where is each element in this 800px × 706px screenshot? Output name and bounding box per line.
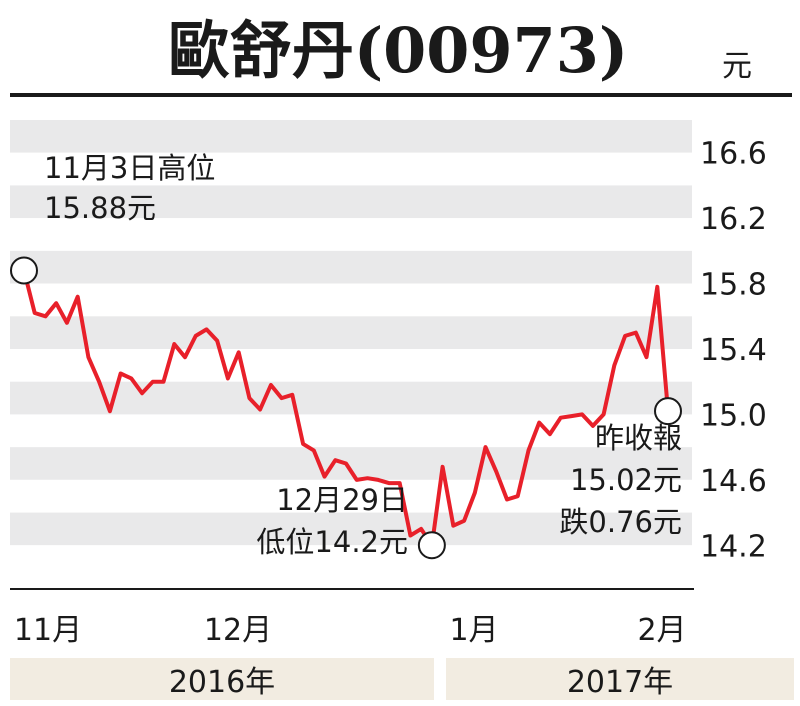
x-axis-line [10, 588, 694, 590]
x-tick-label: 2月 [637, 613, 686, 648]
background-band [10, 349, 692, 382]
y-tick-label: 15.8 [700, 268, 767, 303]
y-tick-label: 16.6 [700, 137, 767, 172]
series-line [22, 268, 670, 548]
background-band [10, 316, 692, 349]
background-band [10, 283, 692, 317]
annotation-text: 15.88元 [44, 191, 156, 225]
y-tick-label: 14.6 [700, 464, 767, 499]
background-band [10, 414, 692, 448]
annotation-text: 11月3日高位 [44, 151, 215, 185]
x-tick-label: 12月 [204, 613, 272, 648]
background-band [10, 545, 692, 578]
point-marker [10, 256, 38, 285]
y-tick-label: 15.4 [700, 333, 767, 368]
background-band [10, 185, 692, 219]
chart-title: 歐舒丹(00973) [168, 14, 628, 87]
unit-label: 元 [722, 49, 752, 84]
background-band [10, 152, 692, 186]
x-tick-label: 1月 [449, 613, 498, 648]
y-tick-label: 15.0 [700, 398, 767, 433]
annotation-text: 低位14.2元 [256, 525, 408, 559]
background-bands [10, 120, 692, 578]
background-band [10, 381, 692, 415]
x-axis: 11月 12月 1月 2月 [14, 613, 687, 648]
background-band [10, 250, 692, 284]
y-axis: 16.6 16.2 15.8 15.4 15.0 14.6 14.2 [700, 137, 767, 565]
background-band [10, 479, 692, 513]
markers [10, 256, 682, 560]
background-band [10, 120, 692, 153]
y-tick-label: 14.2 [700, 529, 767, 564]
year-band-2017 [446, 658, 794, 700]
y-tick-label: 16.2 [700, 202, 767, 237]
annotation-text: 15.02元 [570, 463, 682, 497]
annotation-text: 12月29日 [276, 483, 408, 517]
annotation-text: 昨收報 [595, 421, 682, 455]
year-label-2017: 2017年 [567, 665, 673, 700]
background-band [10, 512, 692, 546]
point-marker [654, 397, 682, 426]
year-label-2016: 2016年 [169, 665, 275, 700]
x-tick-label: 11月 [14, 613, 82, 648]
annotation-text: 跌0.76元 [559, 505, 682, 539]
point-marker [417, 531, 446, 560]
title-rule [10, 93, 792, 97]
background-band [10, 218, 692, 251]
year-band-2016 [10, 658, 434, 700]
